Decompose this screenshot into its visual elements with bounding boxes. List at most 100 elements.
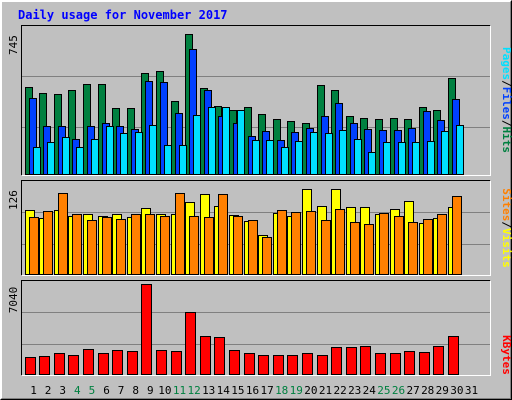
x-tick-label-day-15: 15	[231, 384, 244, 397]
bar-pages-7	[120, 133, 128, 175]
legend-bottom-panel: KBytes	[500, 335, 512, 375]
panel-top-border-dark	[21, 25, 491, 176]
bar-pages-8	[135, 132, 143, 175]
bar-kbytes-23	[346, 347, 357, 375]
bar-pages-10	[164, 145, 172, 175]
bar-pages-24	[368, 152, 376, 175]
bar-sites-11	[175, 193, 185, 275]
bar-sites-20	[306, 211, 316, 275]
bar-pages-21	[325, 133, 333, 175]
bar-sites-24	[364, 224, 374, 275]
bar-kbytes-5	[83, 349, 94, 375]
legend-separator: /	[500, 80, 512, 87]
panel-bottom-ymax-label: 7040	[7, 287, 20, 314]
bar-kbytes-13	[200, 336, 211, 375]
bar-kbytes-16	[244, 353, 255, 375]
bar-sites-25	[379, 213, 389, 275]
bar-kbytes-17	[258, 355, 269, 375]
bar-sites-18	[277, 210, 287, 275]
x-tick-label-day-10: 10	[158, 384, 171, 397]
panel-bottom-border-dark	[21, 280, 491, 376]
panel-middle-ymax-label: 126	[7, 190, 20, 210]
bar-kbytes-7	[112, 350, 123, 375]
legend-separator: /	[500, 221, 512, 228]
bar-pages-20	[310, 132, 318, 175]
bar-sites-10	[160, 216, 170, 275]
bar-kbytes-1	[25, 357, 36, 375]
bar-sites-26	[394, 216, 404, 275]
bar-sites-5	[87, 220, 97, 275]
bar-sites-8	[131, 214, 141, 275]
legend-hits: Hits	[500, 127, 512, 154]
bar-pages-30	[456, 125, 464, 175]
bar-sites-9	[145, 214, 155, 275]
legend-visits: Visits	[500, 228, 512, 268]
bar-pages-14	[222, 107, 230, 175]
bar-kbytes-6	[98, 353, 109, 375]
bar-kbytes-9	[141, 284, 152, 375]
bar-pages-11	[179, 145, 187, 175]
x-tick-label-day-4: 4	[74, 384, 81, 397]
bar-sites-17	[262, 237, 272, 275]
x-tick-label-day-3: 3	[59, 384, 66, 397]
x-tick-label-day-9: 9	[147, 384, 154, 397]
bar-pages-1	[33, 147, 41, 175]
x-tick-label-day-28: 28	[421, 384, 434, 397]
bar-pages-18	[281, 147, 289, 175]
bar-kbytes-21	[317, 355, 328, 375]
x-tick-label-day-29: 29	[436, 384, 449, 397]
bar-sites-30	[452, 196, 462, 275]
bar-pages-23	[354, 139, 362, 175]
bar-kbytes-30	[448, 336, 459, 375]
bar-kbytes-15	[229, 350, 240, 375]
bar-pages-2	[47, 142, 55, 175]
x-tick-label-day-13: 13	[202, 384, 215, 397]
bar-kbytes-3	[54, 353, 65, 375]
bar-pages-28	[427, 141, 435, 175]
legend-pages: Pages	[500, 47, 512, 80]
x-tick-label-day-2: 2	[45, 384, 52, 397]
x-tick-label-day-27: 27	[406, 384, 419, 397]
bar-sites-16	[248, 220, 258, 275]
panel-top-ymax-label: 745	[7, 35, 20, 55]
bar-sites-3	[58, 193, 68, 275]
bar-sites-4	[72, 214, 82, 275]
legend-kbytes: KBytes	[500, 335, 512, 375]
x-tick-label-day-25: 25	[377, 384, 390, 397]
x-tick-label-day-23: 23	[348, 384, 361, 397]
bar-kbytes-8	[127, 351, 138, 375]
x-tick-label-day-17: 17	[260, 384, 273, 397]
bar-pages-6	[106, 126, 114, 175]
x-tick-label-day-18: 18	[275, 384, 288, 397]
bar-sites-1	[29, 217, 39, 275]
legend-middle-panel: Sites/Visits	[500, 188, 512, 268]
x-tick-label-day-19: 19	[290, 384, 303, 397]
bar-kbytes-2	[39, 356, 50, 375]
bar-kbytes-22	[331, 347, 342, 375]
bar-sites-28	[423, 219, 433, 275]
legend-top-panel-text: Pages/Files/Hits	[500, 47, 512, 153]
x-tick-label-day-24: 24	[363, 384, 377, 397]
legend-separator: /	[500, 120, 512, 127]
bar-pages-19	[295, 141, 303, 175]
bar-kbytes-25	[375, 353, 386, 375]
bar-pages-4	[76, 147, 84, 175]
x-tick-label-day-1: 1	[30, 384, 37, 397]
bar-pages-26	[398, 142, 406, 175]
bar-kbytes-14	[214, 337, 225, 375]
legend-sites: Sites	[500, 188, 512, 221]
bar-kbytes-10	[156, 350, 167, 375]
bar-kbytes-18	[273, 355, 284, 375]
legend-bottom-panel-text: KBytes	[500, 335, 512, 375]
bar-sites-6	[102, 217, 112, 275]
x-tick-label-day-30: 30	[450, 384, 463, 397]
bar-sites-22	[335, 209, 345, 275]
chart-title-text: Daily usage for November 2017	[18, 8, 228, 22]
bar-pages-29	[441, 131, 449, 175]
panel-bottom-border-light	[21, 280, 491, 376]
bar-sites-29	[437, 214, 447, 275]
panel-middle-border-dark	[21, 180, 491, 276]
bar-kbytes-12	[185, 312, 196, 375]
